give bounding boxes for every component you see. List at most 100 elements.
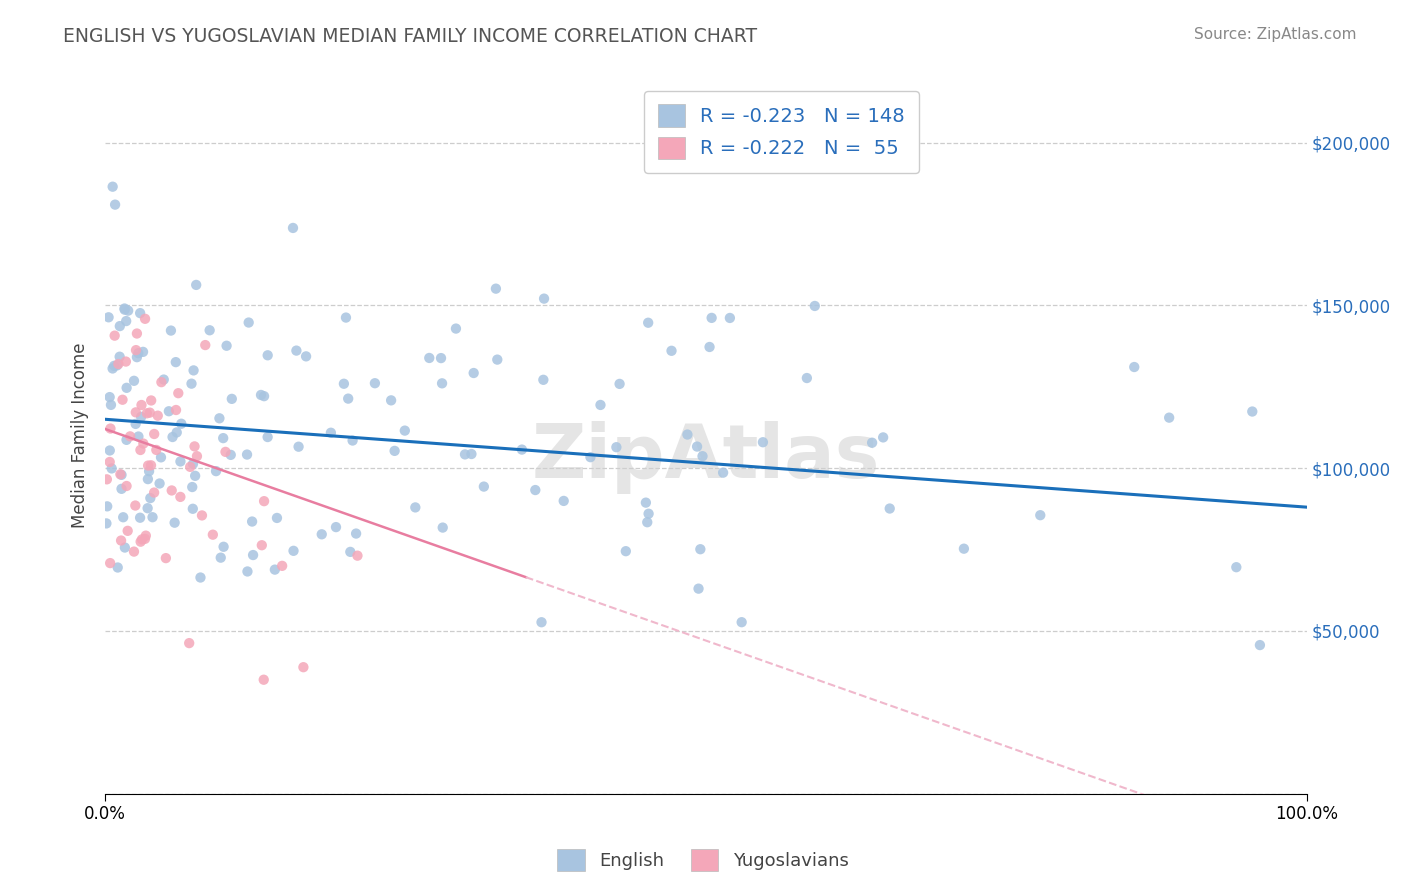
Point xyxy=(96,500,118,514)
Point xyxy=(110,467,132,482)
Point xyxy=(661,343,683,358)
Point xyxy=(155,551,177,566)
Point xyxy=(145,442,167,457)
Point xyxy=(98,443,121,458)
Point xyxy=(111,392,134,407)
Point xyxy=(124,499,146,513)
Point xyxy=(214,445,236,459)
Point xyxy=(418,351,440,365)
Point xyxy=(718,310,741,325)
Point xyxy=(287,440,309,454)
Point xyxy=(180,376,202,391)
Point xyxy=(384,443,406,458)
Point xyxy=(129,534,152,549)
Point xyxy=(221,392,243,406)
Point xyxy=(190,570,212,584)
Point xyxy=(125,343,148,358)
Point xyxy=(169,454,191,468)
Point xyxy=(136,458,159,473)
Point xyxy=(463,366,485,380)
Point xyxy=(157,404,180,418)
Point xyxy=(1159,410,1181,425)
Point xyxy=(236,448,259,462)
Point xyxy=(430,351,453,365)
Point xyxy=(96,472,118,486)
Legend: R = -0.223   N = 148, R = -0.222   N =  55: R = -0.223 N = 148, R = -0.222 N = 55 xyxy=(644,91,918,173)
Point xyxy=(212,431,235,445)
Point xyxy=(281,221,304,235)
Point xyxy=(364,376,387,391)
Point xyxy=(953,541,976,556)
Point xyxy=(285,343,308,358)
Point xyxy=(637,507,659,521)
Point xyxy=(219,448,242,462)
Point xyxy=(205,464,228,478)
Point xyxy=(319,425,342,440)
Point xyxy=(100,398,122,412)
Point xyxy=(127,346,149,360)
Point xyxy=(110,482,132,496)
Point xyxy=(112,510,135,524)
Point xyxy=(104,328,127,343)
Point xyxy=(333,376,356,391)
Point xyxy=(688,582,710,596)
Point xyxy=(186,449,208,463)
Point xyxy=(100,461,122,475)
Point xyxy=(184,468,207,483)
Point xyxy=(139,406,162,420)
Point xyxy=(879,501,901,516)
Point xyxy=(530,615,553,630)
Point xyxy=(1029,508,1052,523)
Point xyxy=(97,310,120,325)
Point xyxy=(181,457,204,471)
Point xyxy=(579,450,602,465)
Point xyxy=(191,508,214,523)
Point xyxy=(553,494,575,508)
Point xyxy=(107,560,129,574)
Point xyxy=(143,485,166,500)
Point xyxy=(162,430,184,444)
Point xyxy=(131,398,153,412)
Point xyxy=(263,563,285,577)
Point xyxy=(486,352,509,367)
Point xyxy=(250,388,273,402)
Point xyxy=(692,449,714,463)
Point xyxy=(752,435,775,450)
Point xyxy=(1225,560,1247,574)
Point xyxy=(149,450,172,465)
Point xyxy=(609,376,631,391)
Point xyxy=(165,355,187,369)
Point xyxy=(240,515,263,529)
Point xyxy=(531,373,554,387)
Text: ZipAtlas: ZipAtlas xyxy=(531,420,880,493)
Point xyxy=(129,409,152,424)
Point xyxy=(122,374,145,388)
Point xyxy=(146,409,169,423)
Point xyxy=(98,390,121,404)
Point xyxy=(98,455,121,469)
Point xyxy=(1241,404,1264,418)
Point xyxy=(253,389,276,403)
Point xyxy=(311,527,333,541)
Point xyxy=(150,375,173,389)
Point xyxy=(100,421,122,435)
Point xyxy=(236,565,259,579)
Point xyxy=(127,429,149,443)
Point xyxy=(135,406,157,420)
Point xyxy=(796,371,818,385)
Point xyxy=(179,636,201,650)
Point xyxy=(444,321,467,335)
Point xyxy=(208,411,231,425)
Point xyxy=(342,434,364,448)
Point xyxy=(346,549,368,563)
Point xyxy=(115,479,138,493)
Point xyxy=(108,319,131,334)
Point xyxy=(256,430,278,444)
Point xyxy=(339,545,361,559)
Point xyxy=(134,311,156,326)
Point xyxy=(344,526,367,541)
Point xyxy=(295,350,318,364)
Point xyxy=(676,427,699,442)
Point xyxy=(394,424,416,438)
Point xyxy=(524,483,547,497)
